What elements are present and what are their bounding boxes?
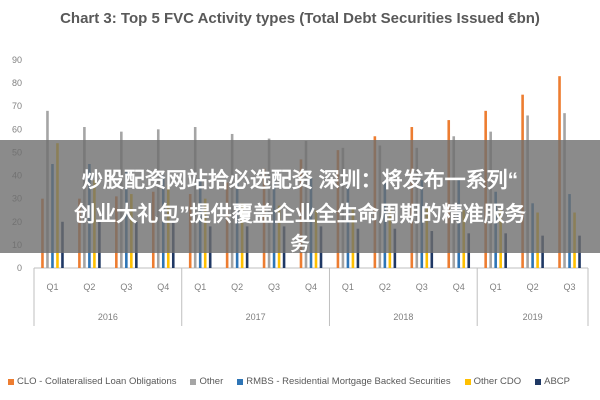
y-tick-label: 70 (12, 101, 22, 111)
legend-label: RMBS - Residential Mortgage Backed Secur… (246, 376, 451, 387)
legend-entry: ABCP (535, 376, 570, 387)
legend-entry: RMBS - Residential Mortgage Backed Secur… (237, 376, 451, 387)
x-tick-label: Q3 (416, 282, 428, 292)
x-tick-label: Q2 (379, 282, 391, 292)
legend-entry: CLO - Collateralised Loan Obligations (8, 376, 176, 387)
year-label: 2016 (98, 312, 118, 322)
year-label: 2017 (246, 312, 266, 322)
x-tick-label: Q3 (564, 282, 576, 292)
overlay-line-1: 炒股配资网站拾必选配资 深圳：将发布一系列“ (81, 169, 519, 192)
legend-swatch (464, 378, 471, 385)
legend-label: Other CDO (473, 376, 522, 387)
overlay-banner[interactable]: 炒股配资网站拾必选配资 深圳：将发布一系列“ 创业大礼包”提供覆盖企业全生命周期… (0, 140, 600, 255)
overlay-line-3: 务 (290, 234, 310, 255)
x-tick-label: Q1 (342, 282, 354, 292)
x-tick-label: Q4 (305, 282, 317, 292)
y-tick-label: 0 (17, 263, 22, 273)
x-tick-label: Q2 (231, 282, 243, 292)
y-tick-label: 60 (12, 124, 22, 134)
x-tick-label: Q1 (46, 282, 58, 292)
x-tick-label: Q1 (490, 282, 502, 292)
legend-swatch (237, 378, 244, 385)
legend-entry: Other (190, 376, 223, 387)
x-tick-label: Q3 (268, 282, 280, 292)
chart-title: Chart 3: Top 5 FVC Activity types (Total… (60, 10, 540, 27)
x-tick-label: Q2 (527, 282, 539, 292)
x-tick-label: Q1 (194, 282, 206, 292)
x-tick-label: Q4 (453, 282, 465, 292)
year-label: 2019 (523, 312, 543, 322)
legend-label: CLO - Collateralised Loan Obligations (17, 376, 177, 387)
legend-entry: Other CDO (464, 376, 522, 387)
legend-swatch (535, 378, 542, 385)
x-tick-label: Q2 (83, 282, 95, 292)
y-tick-label: 90 (12, 55, 22, 65)
y-tick-label: 80 (12, 78, 22, 88)
x-tick-label: Q3 (120, 282, 132, 292)
legend-swatch (8, 378, 14, 385)
legend-label: ABCP (544, 376, 570, 387)
legend-swatch (190, 378, 197, 385)
overlay-line-2: 创业大礼包”提供覆盖企业全生命周期的精准服务 (74, 203, 526, 226)
legend-label: Other (199, 376, 224, 387)
chart-legend: CLO - Collateralised Loan Obligations Oth… (8, 376, 598, 387)
x-tick-label: Q4 (157, 282, 169, 292)
year-label: 2018 (393, 312, 413, 322)
